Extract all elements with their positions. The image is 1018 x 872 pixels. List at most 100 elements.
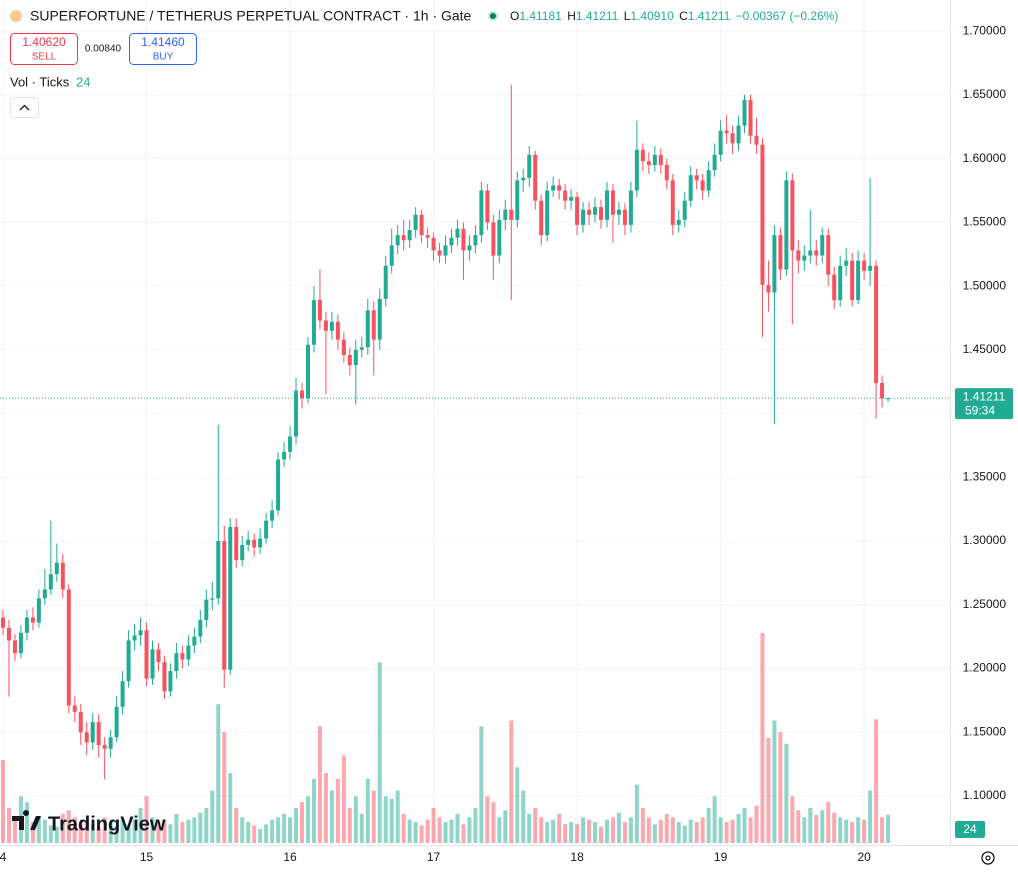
- candle-body: [18, 632, 23, 654]
- volume-bar: [102, 817, 107, 843]
- candle-body: [748, 100, 753, 136]
- volume-bar: [886, 815, 891, 843]
- candle-body: [341, 339, 346, 355]
- volume-bar: [533, 808, 538, 843]
- y-tick-label: 1.45000: [963, 342, 1007, 356]
- ohlc-key: O: [510, 9, 519, 23]
- volume-bar: [587, 819, 592, 843]
- volume-bar: [258, 829, 263, 843]
- candle-body: [694, 175, 699, 181]
- candle-body: [54, 562, 59, 575]
- y-tick-label: 1.20000: [963, 661, 1007, 675]
- collapse-button[interactable]: [10, 97, 39, 118]
- candle-body: [670, 180, 675, 225]
- candle-body: [114, 706, 119, 738]
- settings-icon[interactable]: [981, 851, 995, 865]
- candle-body: [856, 260, 861, 301]
- candle-body: [276, 459, 281, 511]
- candle-body: [168, 671, 173, 692]
- volume-bar: [323, 773, 328, 843]
- candle-body: [557, 185, 562, 191]
- volume-bar: [216, 704, 221, 843]
- candle-body: [36, 598, 41, 623]
- volume-bar: [622, 822, 627, 843]
- candle-body: [754, 135, 759, 145]
- candle-body: [192, 636, 197, 646]
- volume-bar: [132, 819, 137, 843]
- candle-body: [730, 133, 735, 144]
- candle-body: [622, 209, 627, 225]
- volume-bar: [30, 822, 35, 843]
- volume-bar: [772, 720, 777, 843]
- volume-bar: [150, 817, 155, 843]
- candle-body: [682, 200, 687, 220]
- candle-body: [335, 321, 340, 340]
- volume-bar: [371, 790, 376, 843]
- candle-body: [515, 180, 520, 220]
- volume-bar: [724, 822, 729, 843]
- sell-label: SELL: [32, 52, 57, 63]
- volume-bar: [96, 826, 101, 843]
- x-tick-label: 16: [283, 850, 297, 864]
- candle-body: [640, 149, 645, 162]
- volume-bar: [276, 817, 281, 843]
- volume-bar: [252, 825, 257, 843]
- buy-button[interactable]: [129, 33, 197, 65]
- volume-bar: [311, 778, 316, 843]
- candle-body: [443, 245, 448, 256]
- candle-body: [736, 125, 741, 144]
- candle-body: [407, 230, 412, 241]
- spread: 0.00840: [85, 44, 122, 55]
- volume-bar: [240, 817, 245, 843]
- sell-price: 1.40620: [22, 35, 66, 49]
- x-tick-label: 4: [0, 850, 7, 864]
- volume-bar: [479, 726, 484, 843]
- volume-bar: [168, 824, 173, 843]
- candle-body: [718, 130, 723, 155]
- candle-body: [323, 320, 328, 331]
- volume-bar: [54, 826, 59, 843]
- candle-body: [593, 207, 598, 215]
- volume-bar: [437, 817, 442, 843]
- ohlc-key: L: [624, 9, 631, 23]
- ohlc-value: 1.41181: [519, 9, 562, 23]
- volume-bar: [748, 817, 753, 843]
- candle-body: [252, 539, 257, 548]
- volume-bar: [491, 802, 496, 843]
- candle-body: [742, 100, 747, 126]
- sell-button[interactable]: [10, 33, 78, 65]
- volume-bar: [120, 819, 125, 843]
- volume-bar: [652, 824, 657, 843]
- volume-bar: [850, 822, 855, 843]
- volume-bar: [210, 790, 215, 843]
- volume-bar: [1, 760, 5, 843]
- candle-body: [676, 219, 681, 225]
- volume-label-box: [955, 821, 985, 838]
- volume-bar: [557, 813, 562, 843]
- candle-body: [539, 200, 544, 236]
- volume-bar: [509, 720, 514, 843]
- candle-body: [150, 649, 155, 679]
- candle-body: [228, 527, 233, 670]
- candle-body: [108, 737, 113, 749]
- candle-body: [329, 321, 334, 331]
- y-tick-label: 1.15000: [963, 724, 1007, 738]
- symbol-title[interactable]: SUPERFORTUNE / TETHERUS PERPETUAL CONTRA…: [30, 8, 472, 24]
- candle-body: [389, 245, 394, 266]
- volume-bar: [425, 819, 430, 843]
- symbol-icon: [10, 10, 22, 22]
- settings-icon-core: [985, 855, 991, 861]
- volume-bar: [198, 812, 203, 843]
- volume-bar: [419, 825, 424, 843]
- market-status[interactable]: [490, 13, 496, 19]
- candle-body: [216, 541, 221, 599]
- volume-bar: [48, 825, 53, 843]
- indicator-name[interactable]: Vol · Ticks: [10, 74, 70, 89]
- volume-bar: [467, 817, 472, 843]
- candle-body: [222, 541, 227, 670]
- volume-bar: [78, 822, 83, 843]
- candle-body: [712, 154, 717, 171]
- candle-body: [658, 154, 663, 166]
- x-tick-label: 20: [857, 850, 871, 864]
